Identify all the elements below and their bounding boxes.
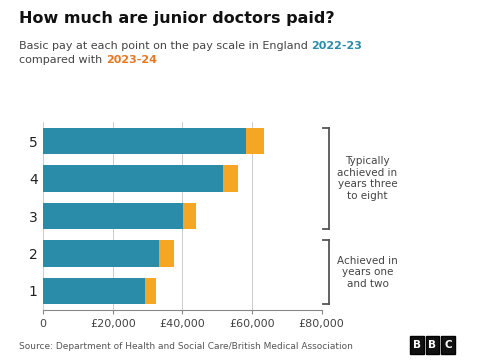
Bar bbox=[159, 240, 174, 266]
Text: Source: Department of Health and Social Care/British Medical Association: Source: Department of Health and Social … bbox=[19, 342, 353, 351]
Bar bbox=[43, 128, 246, 154]
Bar bbox=[223, 166, 238, 192]
Text: 2023-24: 2023-24 bbox=[106, 55, 157, 65]
Text: Basic pay at each point on the pay scale in England: Basic pay at each point on the pay scale… bbox=[19, 41, 312, 51]
Text: C: C bbox=[444, 339, 452, 350]
Text: compared with: compared with bbox=[19, 55, 106, 65]
Bar bbox=[246, 128, 264, 154]
Text: How much are junior doctors paid?: How much are junior doctors paid? bbox=[19, 11, 335, 26]
Text: Achieved in
years one
and two: Achieved in years one and two bbox=[337, 256, 398, 289]
Text: Typically
achieved in
years three
to eight: Typically achieved in years three to eig… bbox=[337, 156, 397, 201]
Bar bbox=[43, 203, 183, 229]
Bar bbox=[43, 278, 145, 304]
Bar bbox=[43, 240, 159, 266]
Bar bbox=[145, 278, 156, 304]
Text: B: B bbox=[413, 339, 421, 350]
Text: 2022-23: 2022-23 bbox=[312, 41, 362, 51]
Text: B: B bbox=[429, 339, 436, 350]
Bar bbox=[43, 166, 223, 192]
Bar bbox=[183, 203, 195, 229]
